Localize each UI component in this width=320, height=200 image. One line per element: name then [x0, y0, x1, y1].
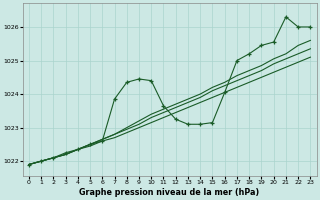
- X-axis label: Graphe pression niveau de la mer (hPa): Graphe pression niveau de la mer (hPa): [79, 188, 260, 197]
